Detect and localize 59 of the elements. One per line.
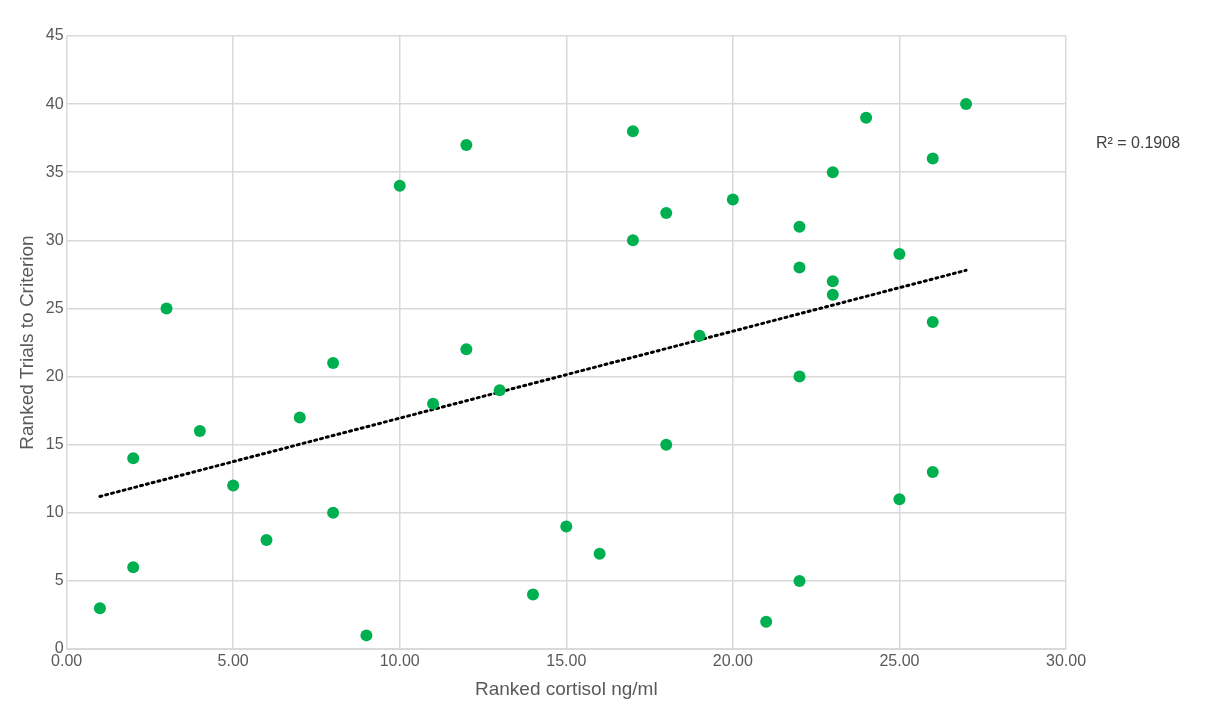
point [893, 493, 906, 506]
point [526, 588, 539, 601]
point [193, 425, 206, 438]
y-tick-label: 40 [45, 94, 64, 112]
y-tick-label: 30 [45, 230, 64, 248]
point [826, 166, 839, 179]
y-tick-label: 45 [45, 26, 64, 44]
x-tick-label: 0.00 [51, 652, 83, 670]
point [760, 615, 773, 628]
point [460, 343, 473, 356]
point [660, 207, 673, 220]
x-axis-title: Ranked cortisol ng/ml [474, 677, 658, 699]
point [926, 152, 939, 165]
x-tick-label: 20.00 [712, 652, 753, 670]
y-tick-label: 5 [54, 571, 64, 589]
y-tick-label: 35 [45, 162, 64, 180]
x-tick-label: 30.00 [1045, 652, 1087, 670]
point [360, 629, 373, 642]
point [293, 411, 306, 424]
point [260, 534, 273, 547]
y-tick-label: 25 [45, 298, 64, 316]
point [926, 316, 939, 329]
point [493, 384, 506, 397]
x-tick-label: 10.00 [379, 652, 420, 670]
x-tick-label: 25.00 [879, 652, 920, 670]
point [593, 547, 606, 560]
point [427, 397, 440, 410]
point [793, 261, 806, 274]
point [626, 125, 639, 138]
point [127, 452, 140, 465]
point [793, 574, 806, 587]
point [693, 329, 706, 342]
x-tick-label: 15.00 [546, 652, 587, 670]
point [160, 302, 173, 315]
point [893, 247, 906, 260]
point [826, 275, 839, 288]
point [826, 288, 839, 301]
point [393, 179, 406, 192]
point [93, 602, 106, 615]
point [726, 193, 739, 206]
point [227, 479, 240, 492]
point [926, 465, 939, 478]
point [660, 438, 673, 451]
y-tick-label: 15 [45, 435, 64, 453]
point [793, 370, 806, 383]
point [327, 506, 340, 519]
point [560, 520, 573, 533]
point [793, 220, 806, 233]
y-tick-label: 10 [45, 503, 64, 521]
x-tick-label: 5.00 [217, 652, 249, 670]
point [127, 561, 140, 574]
y-axis-title: Ranked Trials to Criterion [15, 235, 37, 450]
point [626, 234, 639, 247]
y-tick-label: 20 [45, 366, 64, 384]
text: R² = 0.1908 [1096, 134, 1181, 152]
point [460, 138, 473, 151]
point [860, 111, 873, 124]
point [327, 356, 340, 369]
point [960, 98, 973, 111]
